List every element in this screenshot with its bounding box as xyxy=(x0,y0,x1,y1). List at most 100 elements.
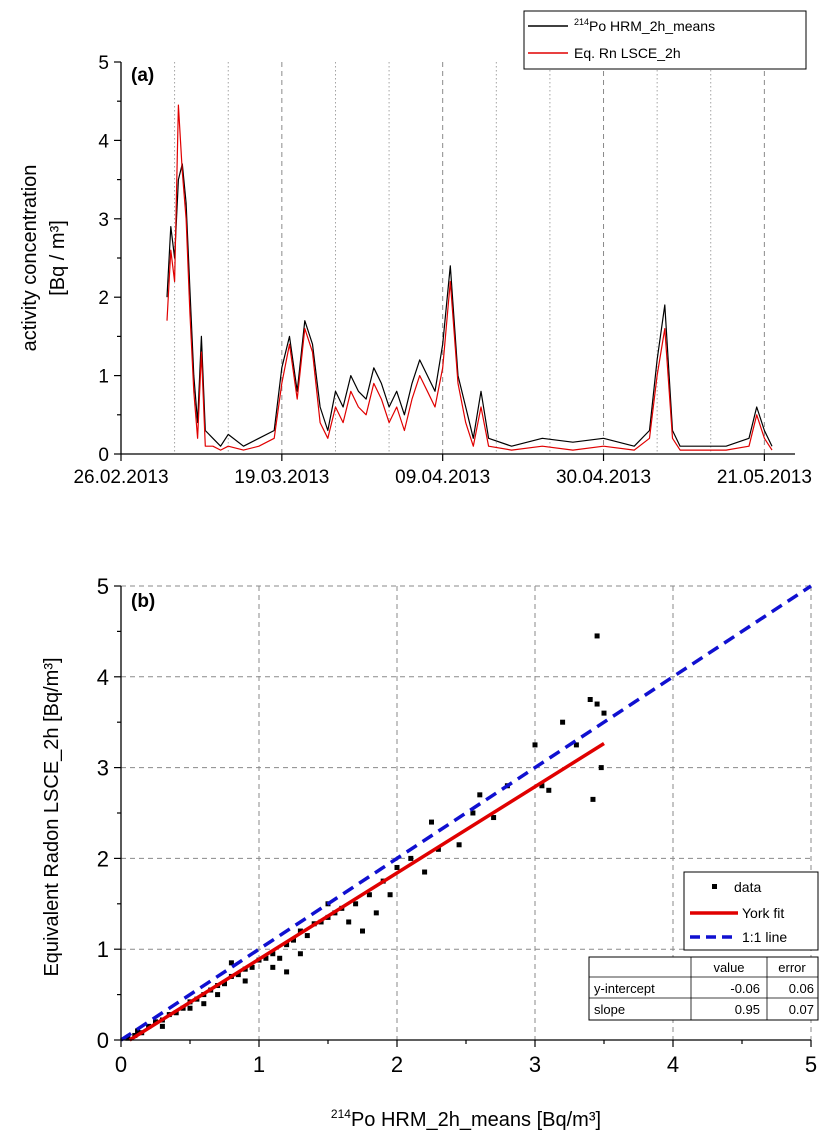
panel-b-points xyxy=(125,633,607,1041)
panel-b-y-tick-label: 0 xyxy=(97,1028,109,1053)
legend-po-sup: 214 xyxy=(574,17,589,27)
panel-a-label: (a) xyxy=(131,65,154,86)
scatter-point xyxy=(594,701,600,707)
scatter-point xyxy=(263,955,269,961)
fit-parameter-table: value error y-intercept -0.06 0.06 slope… xyxy=(588,956,819,1021)
scatter-point xyxy=(429,819,434,825)
scatter-point xyxy=(546,787,552,793)
scatter-point xyxy=(270,951,276,957)
legend-data-label: data xyxy=(734,879,761,895)
panel-a-grid xyxy=(174,62,765,454)
panel-b-fit-lines xyxy=(120,584,812,1042)
panel-a-y-ticks: 0 1 2 3 4 5 xyxy=(98,53,121,466)
panel-a-series xyxy=(166,104,773,451)
legend-rn-label: Eq. Rn LSCE_2h xyxy=(574,45,681,61)
scatter-point xyxy=(587,697,593,702)
scatter-point xyxy=(291,937,296,943)
panel-b-y-tick-label: 1 xyxy=(97,937,109,962)
legend-po-name: Po HRM_2h_means xyxy=(589,18,715,34)
panel-b-x-tick-label: 0 xyxy=(115,1052,127,1077)
panel-a-y-tick-label: 0 xyxy=(98,445,109,466)
panel-a-legend-box xyxy=(523,10,807,70)
scatter-point xyxy=(284,942,290,948)
scatter-point xyxy=(135,1028,141,1034)
fit-table-row2-value: 0.95 xyxy=(735,1002,760,1017)
panel-a-x-tick-label: 09.04.2013 xyxy=(395,467,490,488)
panel-b-y-tick-label: 3 xyxy=(97,756,109,781)
fit-table-row2-label: slope xyxy=(594,1002,625,1017)
scatter-point xyxy=(366,892,372,898)
panel-b-grid xyxy=(121,585,812,1040)
panel-a-x-tick-label: 26.02.2013 xyxy=(73,467,168,488)
panel-a-y-tick-label: 5 xyxy=(98,53,109,74)
scatter-point xyxy=(304,933,310,939)
scatter-point xyxy=(201,1001,207,1007)
scatter-point xyxy=(125,1035,131,1041)
scatter-point xyxy=(277,955,283,961)
fit-table-row1-error: 0.06 xyxy=(789,981,814,996)
scatter-point xyxy=(187,1005,193,1011)
panel-b-y-ticks: 0 1 2 3 4 5 xyxy=(97,574,121,1053)
series-eq-rn-line xyxy=(166,104,773,451)
scatter-point xyxy=(297,928,303,934)
scatter-point xyxy=(297,951,303,957)
scatter-point xyxy=(242,978,248,984)
panel-b-x-tick-label: 3 xyxy=(529,1052,541,1077)
panel-a-time-series: 0 1 2 3 4 5 26.02.2013 19.03.2013 09.04.2013 30.… xyxy=(19,10,812,488)
scatter-point xyxy=(222,981,227,987)
panel-b-x-tick-label: 1 xyxy=(253,1052,265,1077)
scatter-point xyxy=(249,964,255,970)
panel-a-x-tick-label: 30.04.2013 xyxy=(556,467,651,488)
panel-b-x-tick-label: 5 xyxy=(805,1052,817,1077)
panel-b-y-tick-label: 4 xyxy=(97,665,109,690)
scatter-point xyxy=(477,792,483,798)
panel-a-x-ticks: 26.02.2013 19.03.2013 09.04.2013 30.04.2013… xyxy=(73,454,812,488)
legend-11-label: 1:1 line xyxy=(742,929,787,945)
panel-a-y-title-line1: activity concentration xyxy=(19,165,41,352)
panel-b-y-title: Equivalent Radon LSCE_2h [Bq/m³] xyxy=(41,657,63,976)
panel-b-y-tick-label: 5 xyxy=(97,574,109,599)
scatter-point xyxy=(360,928,365,934)
fit-table-row1-label: y-intercept xyxy=(594,981,655,996)
series-po-hrm-line xyxy=(166,163,773,447)
scatter-point xyxy=(491,815,497,821)
panel-a-x-tick-label: 21.05.2013 xyxy=(717,467,812,488)
scatter-point xyxy=(470,810,476,816)
panel-b-x-tick-label: 4 xyxy=(667,1052,679,1077)
panel-a-y-tick-label: 2 xyxy=(98,288,109,309)
scatter-point xyxy=(539,783,545,789)
panel-b-y-tick-label: 2 xyxy=(97,846,109,871)
panel-b-x-title: 214Po HRM_2h_means [Bq/m³] xyxy=(331,1107,601,1131)
scatter-point xyxy=(435,846,441,852)
fit-table-header-value: value xyxy=(713,960,744,975)
scatter-point xyxy=(235,972,241,978)
panel-a-y-tick-label: 1 xyxy=(98,367,109,388)
panel-a-legend: 214Po HRM_2h_means Eq. Rn LSCE_2h xyxy=(523,10,807,70)
panel-a-y-tick-label: 4 xyxy=(98,131,109,152)
scatter-point xyxy=(532,742,538,748)
scatter-point xyxy=(373,910,379,916)
scatter-point xyxy=(159,1023,165,1029)
legend-york-label: York fit xyxy=(742,905,784,921)
scatter-point xyxy=(353,901,359,907)
panel-b-scatter: 0 1 2 3 4 5 0 1 2 3 4 5 (b) Equivalent Radon LSCE_… xyxy=(41,574,819,1131)
scatter-point xyxy=(560,719,566,725)
panel-b-x-ticks: 0 1 2 3 4 5 xyxy=(115,1040,817,1077)
panel-b-x-title-sup: 214 xyxy=(331,1107,351,1121)
scatter-point xyxy=(598,765,604,771)
scatter-point xyxy=(270,964,276,970)
panel-b-legend: data York fit 1:1 line xyxy=(683,871,819,951)
scatter-point xyxy=(594,633,600,639)
fit-table-border xyxy=(588,956,819,1021)
fit-table-row1-value: -0.06 xyxy=(730,981,760,996)
scatter-point xyxy=(228,960,234,966)
panel-b-x-title-text: Po HRM_2h_means [Bq/m³] xyxy=(351,1109,601,1131)
scatter-point xyxy=(422,869,428,875)
panel-a-x-tick-label: 19.03.2013 xyxy=(234,467,329,488)
scatter-point xyxy=(590,796,596,802)
panel-b-label: (b) xyxy=(131,591,155,612)
panel-a-y-tick-label: 3 xyxy=(98,210,109,231)
scatter-point xyxy=(408,855,414,861)
scatter-point xyxy=(573,742,579,748)
